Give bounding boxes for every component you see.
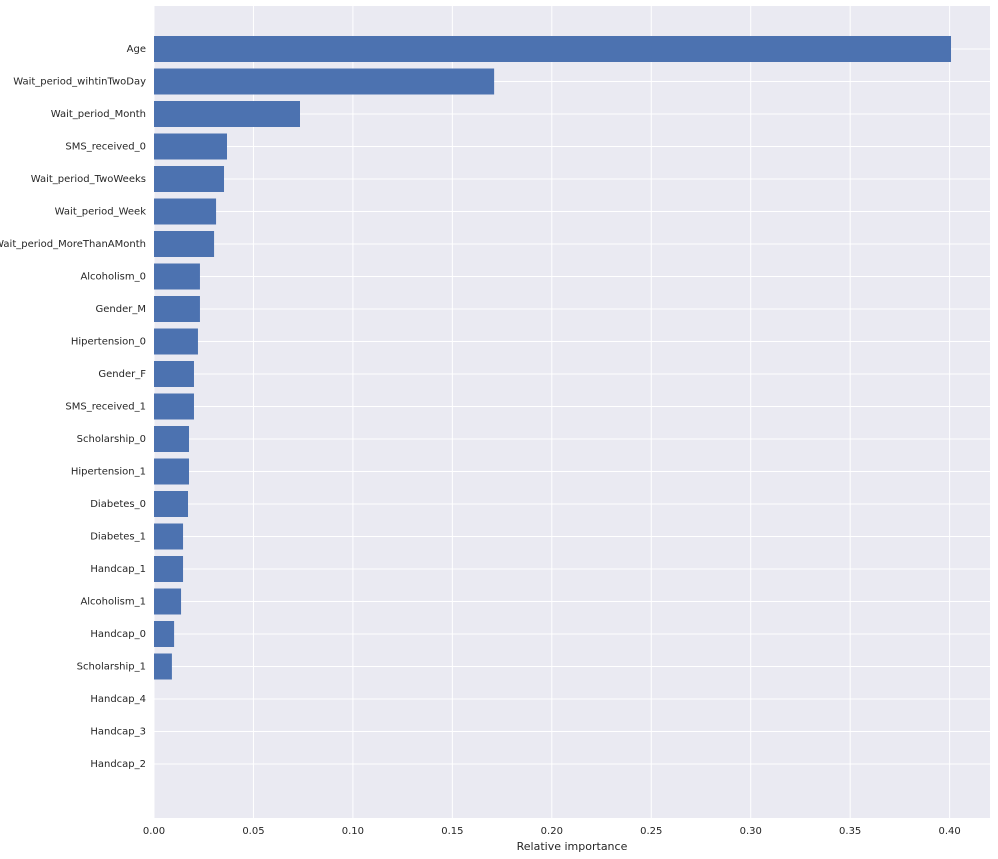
y-tick-label: Scholarship_1	[77, 662, 146, 673]
y-tick-label: Handcap_3	[90, 727, 146, 738]
bar	[154, 393, 194, 420]
x-tick-label: 0.35	[839, 826, 861, 837]
y-tick-label: Handcap_0	[90, 629, 146, 640]
y-tick-label: Gender_F	[98, 369, 146, 380]
bar	[154, 491, 189, 517]
y-tick-label: Hipertension_0	[71, 337, 146, 348]
y-tick-label: Wait_period_Month	[51, 109, 146, 120]
y-tick-label: Diabetes_0	[90, 499, 146, 510]
x-axis-label: Relative importance	[517, 840, 628, 853]
bar	[154, 621, 175, 647]
y-tick-label: Gender_M	[96, 304, 146, 315]
y-tick-label: Alcoholism_1	[80, 597, 146, 608]
bar	[154, 328, 198, 355]
bar	[154, 166, 225, 192]
bar	[154, 426, 190, 452]
bar	[154, 36, 952, 62]
bar	[154, 198, 217, 225]
y-tick-label: Hipertension_1	[71, 467, 146, 478]
bar	[154, 263, 200, 290]
y-tick-label: Wait_period_TwoWeeks	[31, 174, 146, 185]
bar	[154, 653, 172, 680]
x-tick-label: 0.10	[342, 826, 364, 837]
bar	[154, 458, 190, 485]
bar	[154, 523, 184, 550]
y-tick-label: Wait_period_MoreThanAMonth	[0, 239, 146, 250]
y-tick-label: Scholarship_0	[77, 434, 146, 445]
bar	[154, 556, 184, 582]
y-tick-label: SMS_received_0	[65, 142, 146, 153]
bar	[154, 296, 200, 322]
x-tick-label: 0.25	[640, 826, 662, 837]
x-tick-label: 0.40	[938, 826, 960, 837]
x-tick-label: 0.15	[441, 826, 463, 837]
bar	[154, 361, 194, 387]
y-tick-label: Handcap_2	[90, 759, 146, 770]
x-tick-label: 0.20	[541, 826, 563, 837]
plot-background	[154, 6, 990, 818]
bar	[154, 588, 182, 615]
y-tick-label: Alcoholism_0	[80, 272, 146, 283]
y-tick-label: Wait_period_Week	[55, 207, 147, 218]
y-tick-label: Diabetes_1	[90, 532, 146, 543]
x-tick-label: 0.05	[242, 826, 264, 837]
bar	[154, 101, 300, 127]
y-tick-label: Age	[127, 44, 146, 55]
x-tick-label: 0.30	[740, 826, 762, 837]
x-tick-label: 0.00	[143, 826, 165, 837]
bar	[154, 133, 227, 160]
y-tick-label: Wait_period_wihtinTwoDay	[13, 77, 146, 88]
y-tick-label: Handcap_1	[90, 564, 146, 575]
y-tick-label: Handcap_4	[90, 694, 146, 705]
bar	[154, 68, 495, 95]
bar	[154, 231, 215, 257]
y-tick-label: SMS_received_1	[65, 402, 146, 413]
